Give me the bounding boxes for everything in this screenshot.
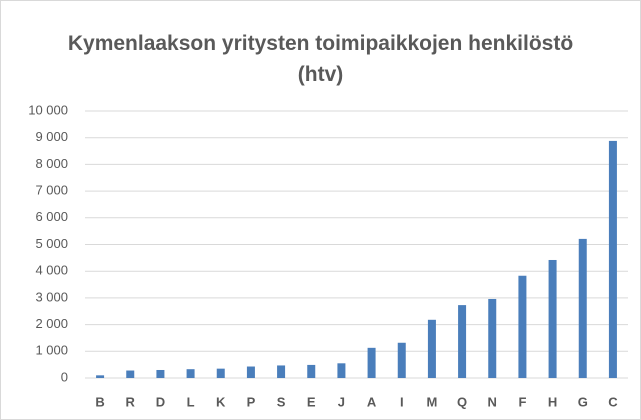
bar	[488, 298, 497, 378]
x-tick-label: J	[338, 394, 345, 409]
x-tick-label: G	[578, 394, 588, 409]
x-tick-label: M	[426, 394, 437, 409]
bar	[397, 342, 406, 378]
bar	[548, 259, 557, 378]
x-tick-label: E	[307, 394, 316, 409]
y-tick-label: 6 000	[35, 209, 68, 224]
y-tick-label: 2 000	[35, 316, 68, 331]
x-tick-label: C	[608, 394, 618, 409]
x-tick-label: K	[216, 394, 226, 409]
y-tick-label: 9 000	[35, 129, 68, 144]
x-tick-label: A	[367, 394, 377, 409]
chart-title: Kymenlaakson yritysten toimipaikkojen he…	[67, 32, 574, 86]
y-tick-label: 3 000	[35, 289, 68, 304]
bar	[156, 369, 165, 378]
y-tick-label: 7 000	[35, 183, 68, 198]
bar	[277, 365, 286, 378]
bar	[367, 347, 376, 378]
bar	[458, 305, 467, 378]
x-tick-label: R	[126, 394, 136, 409]
x-tick-label: B	[95, 394, 104, 409]
x-tick-label: L	[187, 394, 195, 409]
y-tick-label: 1 000	[35, 343, 68, 358]
bar	[216, 368, 225, 378]
y-tick-label: 0	[61, 369, 68, 384]
bar	[126, 370, 135, 378]
x-tick-label: P	[247, 394, 256, 409]
x-tick-label: F	[518, 394, 526, 409]
bar	[96, 375, 105, 378]
bar	[427, 319, 436, 378]
y-tick-label: 5 000	[35, 236, 68, 251]
bar	[608, 140, 617, 378]
bar	[337, 363, 346, 378]
y-tick-label: 10 000	[28, 102, 68, 117]
bar	[518, 275, 527, 378]
y-tick-label: 4 000	[35, 263, 68, 278]
x-tick-label: N	[488, 394, 497, 409]
bar	[578, 238, 587, 378]
x-tick-label: I	[400, 394, 404, 409]
bar	[186, 369, 195, 378]
x-tick-label: H	[548, 394, 557, 409]
y-tick-label: 8 000	[35, 156, 68, 171]
x-tick-label: S	[277, 394, 286, 409]
bar	[246, 366, 255, 378]
x-tick-label: D	[156, 394, 165, 409]
x-tick-label: Q	[457, 394, 467, 409]
bar	[307, 364, 316, 378]
